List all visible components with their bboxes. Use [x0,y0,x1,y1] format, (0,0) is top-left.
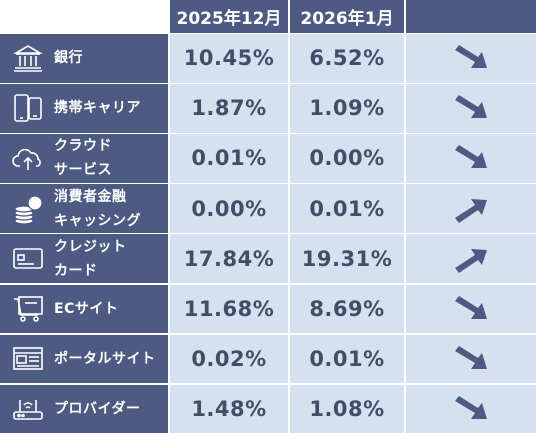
category-label-line: 携帯キャリア [54,100,141,117]
category-cell: クレジット カード [0,234,168,283]
trend-down-arrow-icon [406,84,536,133]
header-trend [406,0,536,33]
category-label: ECサイト [54,297,118,321]
category-label-line: 銀行 [54,50,83,67]
header-2025-12: 2025年12月 [170,0,288,33]
value-2025-12: 11.68% [170,284,288,333]
category-label: 消費者金融キャッシング [54,185,141,233]
category-cell: 携帯キャリア [0,84,168,133]
category-label: 銀行 [54,46,83,70]
category-label: プロバイダー [54,397,140,421]
category-label-line: ECサイト [54,300,119,317]
category-label-line: プロバイダー [54,400,141,417]
value-2025-12: 0.01% [170,134,288,183]
trend-down-arrow-icon [406,34,536,83]
value-2025-12: 1.87% [170,84,288,133]
cloud-upload-icon [8,140,48,176]
value-2026-01: 0.01% [290,334,404,384]
category-label: クレジット カード [54,235,127,283]
category-cell: ECサイト [0,284,168,333]
category-label-line: クラウド [54,138,112,155]
header-label: 2026年1月 [300,9,394,29]
value-2026-01: 0.01% [290,184,404,233]
value-2025-12: 1.48% [170,384,288,433]
smartphone-icon [8,90,48,126]
trend-down-arrow-icon [406,334,536,384]
value-2025-12: 0.02% [170,334,288,384]
trend-up-arrow-icon [406,184,536,233]
category-cell: ポータルサイト [0,334,168,384]
credit-card-icon [8,241,48,277]
category-label: ポータルサイト [54,347,156,371]
category-cell: 消費者金融キャッシング [0,184,168,233]
value-2026-01: 8.69% [290,284,404,333]
category-cell: 銀行 [0,34,168,83]
category-label: 携帯キャリア [54,96,141,120]
category-cell: プロバイダー [0,384,168,433]
category-label: クラウド サービス [54,134,112,182]
value-2025-12: 0.00% [170,184,288,233]
trend-down-arrow-icon [406,384,536,433]
category-label-line: カード [54,262,98,279]
category-label-line: 消費者金融 [54,188,127,205]
value-2025-12: 10.45% [170,34,288,83]
category-label-line: サービス [54,162,112,179]
coins-icon [8,191,48,227]
value-2026-01: 0.00% [290,134,404,183]
category-cell: クラウド サービス [0,134,168,183]
trend-down-arrow-icon [406,134,536,183]
header-label: 2025年12月 [176,9,282,29]
value-2026-01: 1.08% [290,384,404,433]
router-icon [8,391,48,427]
value-2026-01: 1.09% [290,84,404,133]
value-2025-12: 17.84% [170,234,288,283]
bank-icon [8,40,48,76]
category-label-line: キャッシング [54,212,141,229]
shopping-cart-icon [8,291,48,327]
header-2026-01: 2026年1月 [290,0,404,33]
value-2026-01: 6.52% [290,34,404,83]
category-label-line: ポータルサイト [54,350,156,367]
trend-up-arrow-icon [406,234,536,283]
category-label-line: クレジット [54,238,127,255]
value-2026-01: 19.31% [290,234,404,283]
browser-window-icon [8,341,48,377]
trend-down-arrow-icon [406,284,536,333]
